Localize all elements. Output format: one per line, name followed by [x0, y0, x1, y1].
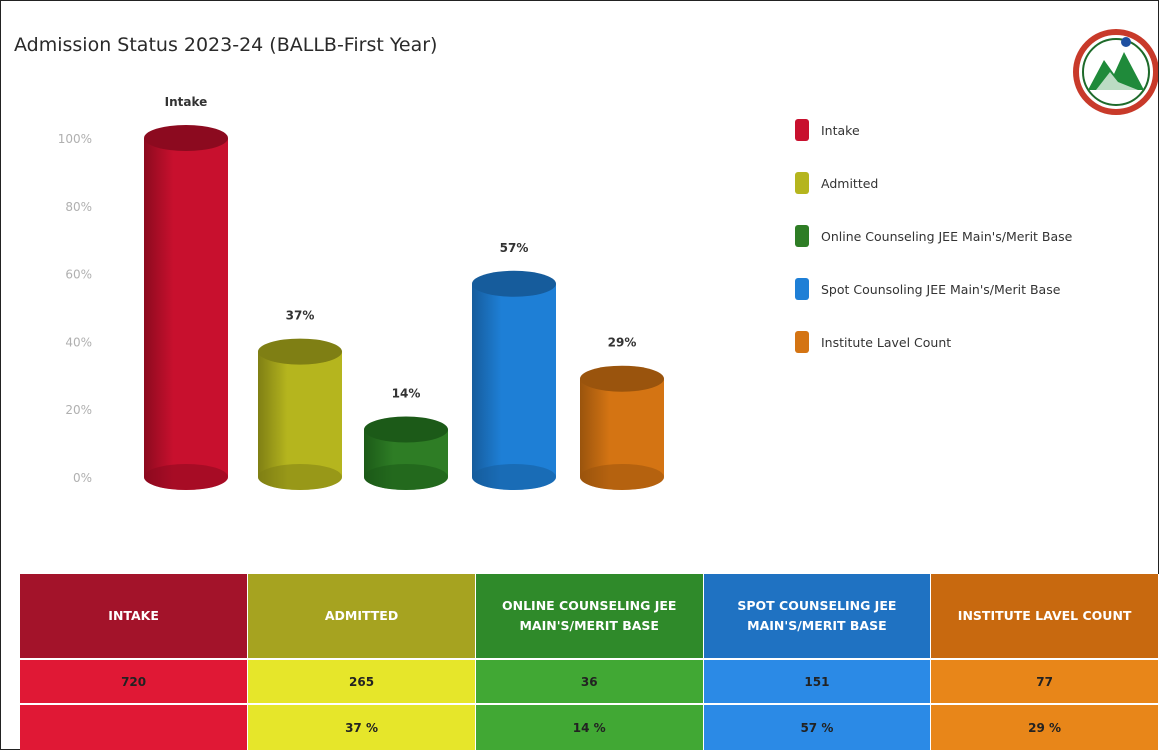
- y-tick-label: 40%: [65, 335, 92, 349]
- legend-item: Institute Lavel Count: [795, 328, 1155, 356]
- legend-label: Spot Counsoling JEE Main's/Merit Base: [821, 281, 1061, 297]
- admission-table: INTAKE ADMITTED ONLINE COUNSELING JEE MAIN…: [20, 574, 1159, 750]
- bar: [144, 125, 228, 490]
- data-label: Intake: [165, 95, 208, 109]
- table-cell: 265: [247, 657, 476, 705]
- data-label: 37%: [286, 309, 315, 323]
- table-cell: 720: [20, 657, 249, 705]
- legend-label: Admitted: [821, 175, 879, 191]
- legend-swatch: [795, 172, 809, 194]
- y-tick-label: 60%: [65, 268, 92, 282]
- legend-label: Intake: [821, 122, 860, 138]
- table-cell: 36: [475, 657, 704, 705]
- y-tick-label: 0%: [73, 471, 92, 485]
- bar: [258, 338, 342, 490]
- table-row-counts: 720 265 36 151 77: [20, 657, 1159, 705]
- y-tick-label: 80%: [65, 200, 92, 214]
- table-header-cell: SPOT COUNSELING JEE MAIN'S/MERIT BASE: [703, 574, 932, 659]
- data-label: 57%: [500, 241, 529, 255]
- chart-title: Admission Status 2023-24 (BALLB-First Ye…: [14, 34, 438, 56]
- table-header-cell: INTAKE: [20, 574, 249, 659]
- table-header-cell: ONLINE COUNSELING JEE MAIN'S/MERIT BASE: [475, 574, 704, 659]
- institute-emblem-icon: [1073, 29, 1158, 115]
- table-cell: 57 %: [703, 703, 932, 750]
- bar-chart: 0% 20% 40% 60% 80% 100% Intake 37% 14% 57% 29%: [58, 95, 664, 490]
- bar: [364, 416, 448, 490]
- bar: [580, 365, 664, 490]
- legend-label: Institute Lavel Count: [821, 334, 952, 350]
- data-label: 29%: [608, 336, 637, 350]
- legend-label: Online Counseling JEE Main's/Merit Base: [821, 228, 1073, 244]
- legend-swatch: [795, 331, 809, 353]
- legend-swatch: [795, 119, 809, 141]
- table-header-row: INTAKE ADMITTED ONLINE COUNSELING JEE MAIN…: [20, 574, 1159, 659]
- table-cell: 37 %: [247, 703, 476, 750]
- table-row-percents: 37 % 14 % 57 % 29 %: [20, 703, 1159, 750]
- bar: [472, 270, 556, 490]
- data-label: 14%: [392, 387, 421, 401]
- legend-item: Intake: [795, 116, 1155, 144]
- chart-legend: Intake Admitted Online Counseling JEE Main…: [795, 116, 1155, 381]
- legend-swatch: [795, 278, 809, 300]
- y-tick-label: 20%: [65, 403, 92, 417]
- legend-item: Online Counseling JEE Main's/Merit Base: [795, 222, 1155, 250]
- table-cell: 14 %: [475, 703, 704, 750]
- y-tick-label: 100%: [58, 132, 92, 146]
- legend-item: Spot Counsoling JEE Main's/Merit Base: [795, 275, 1155, 303]
- table-cell: 77: [930, 657, 1159, 705]
- table-cell: 29 %: [930, 703, 1159, 750]
- table-header-cell: ADMITTED: [247, 574, 476, 659]
- table-cell: [20, 703, 249, 750]
- legend-swatch: [795, 225, 809, 247]
- legend-item: Admitted: [795, 169, 1155, 197]
- table-header-cell: INSTITUTE LAVEL COUNT: [930, 574, 1159, 659]
- table-cell: 151: [703, 657, 932, 705]
